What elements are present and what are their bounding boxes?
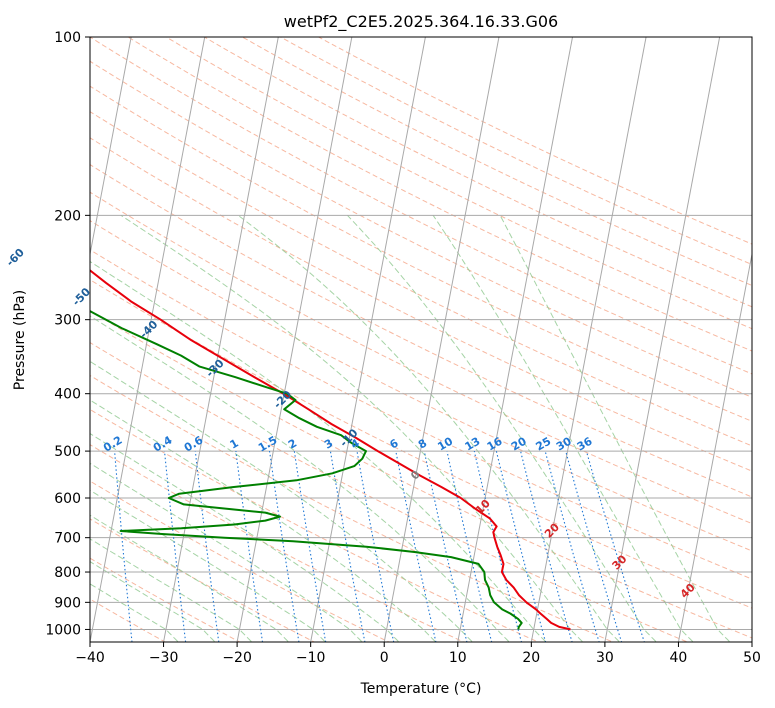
moist-adiabat — [90, 462, 363, 642]
chart-title: wetPf2_C2E5.2025.364.16.33.G06 — [284, 12, 558, 32]
isotherm — [457, 37, 574, 642]
x-tick-label: 50 — [743, 650, 761, 666]
dry-adiabat — [90, 310, 752, 639]
isotherm — [604, 37, 721, 642]
x-tick-label: −20 — [222, 650, 252, 666]
y-tick-label: 300 — [54, 313, 81, 329]
x-tick-label: 0 — [380, 650, 389, 666]
y-tick-label: 400 — [54, 387, 81, 403]
moist-adiabat — [120, 214, 584, 642]
mixing-ratio-line — [194, 451, 220, 642]
dry-adiabat — [317, 37, 752, 245]
moist-adiabat — [90, 514, 290, 642]
y-tick-label: 900 — [54, 595, 81, 611]
dry-adiabat — [90, 341, 689, 642]
mixing-ratio-line — [495, 450, 547, 642]
y-tick-label: 500 — [54, 444, 81, 460]
dry-adiabat — [90, 37, 752, 375]
y-tick-label: 200 — [54, 208, 81, 224]
dry-adiabat — [90, 137, 752, 472]
dry-adiabat — [90, 249, 752, 580]
plot-area — [90, 37, 752, 642]
y-tick-label: 100 — [54, 30, 81, 46]
isotherm — [310, 37, 426, 642]
y-tick-label: 800 — [54, 565, 81, 581]
mixing-ratio-line — [293, 451, 327, 642]
y-tick-label: 700 — [54, 531, 81, 547]
x-tick-label: −10 — [296, 650, 326, 666]
sounding-profiles — [90, 269, 571, 631]
mixing-ratio-line — [329, 451, 366, 642]
dry-adiabat — [90, 85, 752, 422]
x-tick-label: 10 — [449, 650, 467, 666]
mixing-ratio-line — [268, 451, 300, 642]
dewpoint-profile — [90, 310, 523, 630]
x-tick-label: −40 — [75, 650, 105, 666]
moist-adiabat — [90, 315, 511, 642]
isotherm — [383, 37, 500, 642]
moist-adiabat — [90, 260, 547, 642]
dry-adiabat — [90, 111, 752, 447]
isotherm — [163, 37, 279, 642]
y-tick-label: 600 — [54, 491, 81, 507]
y-tick-label: 1000 — [45, 622, 81, 638]
dry-adiabat — [90, 191, 752, 525]
moist-adiabat — [90, 489, 327, 642]
isotherm — [90, 37, 132, 257]
dry-adiabat — [279, 37, 752, 266]
moist-adiabat — [90, 360, 474, 642]
moist-adiabat — [237, 214, 621, 642]
mixing-ratio-line — [473, 450, 523, 642]
plot-frame — [89, 36, 753, 643]
axes: −40 −30 −20 −10 0 10 20 30 40 50 1000 900 800 700 600 5… — [45, 30, 761, 666]
mixing-ratio-line — [446, 450, 493, 642]
x-axis-label: Temperature (°C) — [360, 681, 482, 697]
isotherm — [530, 37, 647, 642]
moist-adiabat — [499, 215, 731, 642]
mixing-ratio-line — [235, 451, 264, 642]
x-tick-label: −30 — [149, 650, 179, 666]
dry-adiabat — [90, 374, 614, 642]
isotherm — [236, 37, 353, 642]
mixing-ratio-line — [356, 451, 395, 642]
dry-adiabat — [127, 37, 752, 352]
dry-adiabat — [241, 37, 752, 287]
x-tick-label: 30 — [596, 650, 614, 666]
background-lines — [90, 37, 752, 642]
dry-adiabat — [90, 164, 752, 498]
x-tick-label: 40 — [669, 650, 687, 666]
isotherm — [677, 251, 752, 642]
mixing-ratio-line — [423, 450, 468, 642]
temperature-profile — [90, 269, 571, 631]
x-tick-label: 20 — [522, 650, 540, 666]
moist-adiabat — [90, 399, 437, 642]
moist-adiabat — [347, 214, 658, 642]
dry-adiabat — [90, 60, 752, 398]
y-axis-label: Pressure (hPa) — [12, 290, 28, 390]
mixing-ratio-line — [520, 450, 573, 642]
mixing-ratio-line — [395, 450, 437, 642]
moist-adiabat — [432, 215, 694, 642]
moist-adiabat — [90, 432, 400, 642]
mixing-ratio-line — [114, 451, 133, 642]
